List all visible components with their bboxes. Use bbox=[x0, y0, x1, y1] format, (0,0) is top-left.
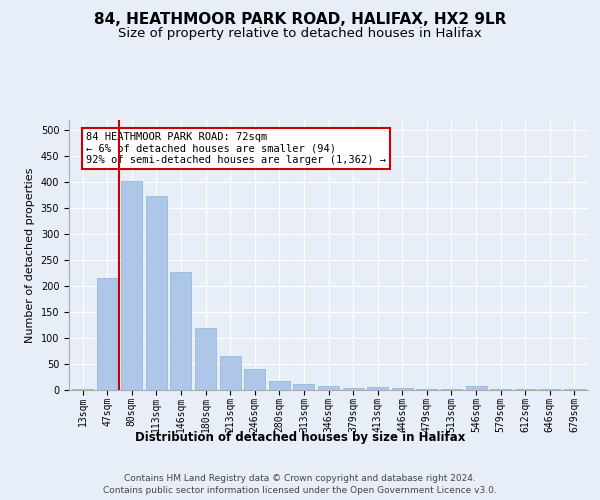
Bar bbox=[121, 180, 142, 390]
Text: Contains HM Land Registry data © Crown copyright and database right 2024.: Contains HM Land Registry data © Crown c… bbox=[124, 474, 476, 483]
Bar bbox=[466, 386, 487, 390]
Y-axis label: Number of detached properties: Number of detached properties bbox=[25, 168, 35, 342]
Bar bbox=[343, 388, 364, 390]
Bar bbox=[392, 388, 413, 390]
Bar bbox=[195, 328, 216, 390]
Bar bbox=[244, 369, 265, 390]
Bar bbox=[293, 384, 314, 390]
Bar bbox=[97, 278, 118, 390]
Bar bbox=[146, 196, 167, 390]
Text: Distribution of detached houses by size in Halifax: Distribution of detached houses by size … bbox=[135, 431, 465, 444]
Bar bbox=[269, 381, 290, 390]
Bar bbox=[220, 356, 241, 390]
Bar bbox=[318, 386, 339, 390]
Text: 84 HEATHMOOR PARK ROAD: 72sqm
← 6% of detached houses are smaller (94)
92% of se: 84 HEATHMOOR PARK ROAD: 72sqm ← 6% of de… bbox=[86, 132, 386, 165]
Bar bbox=[170, 272, 191, 390]
Bar bbox=[367, 388, 388, 390]
Bar bbox=[564, 389, 585, 390]
Text: Size of property relative to detached houses in Halifax: Size of property relative to detached ho… bbox=[118, 28, 482, 40]
Text: Contains public sector information licensed under the Open Government Licence v3: Contains public sector information licen… bbox=[103, 486, 497, 495]
Bar bbox=[72, 389, 93, 390]
Text: 84, HEATHMOOR PARK ROAD, HALIFAX, HX2 9LR: 84, HEATHMOOR PARK ROAD, HALIFAX, HX2 9L… bbox=[94, 12, 506, 28]
